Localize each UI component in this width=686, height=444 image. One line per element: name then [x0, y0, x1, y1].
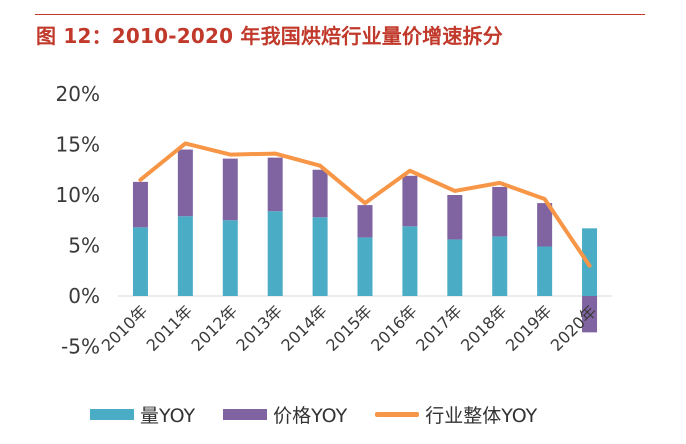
legend-label-overall: 行业整体YOY: [425, 404, 538, 427]
series-line-overall: [138, 141, 592, 268]
chart-canvas: -5%0%5%10%15%20% 2010年2011年2012年2013年201…: [56, 82, 612, 359]
y-tick-label: 5%: [68, 234, 100, 258]
bar-price: [402, 175, 418, 227]
y-tick-label: 20%: [56, 82, 100, 106]
bar-volume: [132, 227, 148, 296]
x-tick-label: 2014年: [277, 301, 331, 355]
y-tick-label: -5%: [61, 335, 100, 359]
legend-swatch-overall: [375, 411, 420, 417]
bar-volume: [222, 220, 238, 296]
bar-volume: [447, 239, 463, 296]
x-tick-label: 2012年: [188, 301, 242, 355]
bar-volume: [357, 237, 373, 296]
x-tick-label: 2013年: [232, 301, 286, 355]
bar-volume: [177, 216, 193, 296]
bar-price: [582, 296, 598, 333]
legend-item-overall: 行业整体YOY: [375, 401, 537, 428]
x-tick-label: 2017年: [412, 301, 466, 355]
legend-label-volume: 量YOY: [140, 404, 196, 427]
x-tick-label: 2011年: [143, 301, 197, 355]
bar-volume: [312, 217, 328, 296]
y-tick-label: 10%: [56, 183, 100, 207]
y-axis: -5% 0% 5% 10% 15% 20%: [56, 82, 100, 359]
legend-item-price: 价格YOY: [223, 401, 347, 428]
bar-volume: [492, 236, 508, 296]
bar-price: [537, 203, 553, 247]
y-tick-label: 0%: [68, 284, 100, 308]
bar-price: [312, 169, 328, 218]
title-rule: [35, 14, 645, 15]
legend-item-volume: 量YOY: [90, 401, 195, 428]
x-tick-label: 2015年: [322, 301, 376, 355]
bar-price: [132, 181, 148, 228]
legend: 量YOY 价格YOY 行业整体YOY: [90, 401, 565, 428]
bar-volume: [267, 211, 283, 296]
bar-price: [357, 205, 373, 238]
bar-volume: [537, 246, 553, 296]
x-tick-label: 2019年: [502, 301, 556, 355]
bar-price: [492, 186, 508, 237]
x-tick-label: 2010年: [98, 301, 152, 355]
bar-price: [447, 195, 463, 240]
x-axis: 2010年2011年2012年2013年2014年2015年2016年2017年…: [98, 301, 601, 355]
y-tick-label: 15%: [56, 133, 100, 157]
legend-label-price: 价格YOY: [273, 404, 348, 427]
x-tick-label: 2018年: [457, 301, 511, 355]
bar-price: [267, 157, 283, 212]
chart-title: 图 12：2010-2020 年我国烘焙行业量价增速拆分: [36, 24, 503, 48]
bar-price: [177, 149, 193, 217]
bar-volume: [402, 226, 418, 296]
x-tick-label: 2016年: [367, 301, 421, 355]
legend-swatch-price: [223, 408, 268, 420]
legend-swatch-volume: [90, 408, 134, 420]
bar-price: [222, 158, 238, 221]
